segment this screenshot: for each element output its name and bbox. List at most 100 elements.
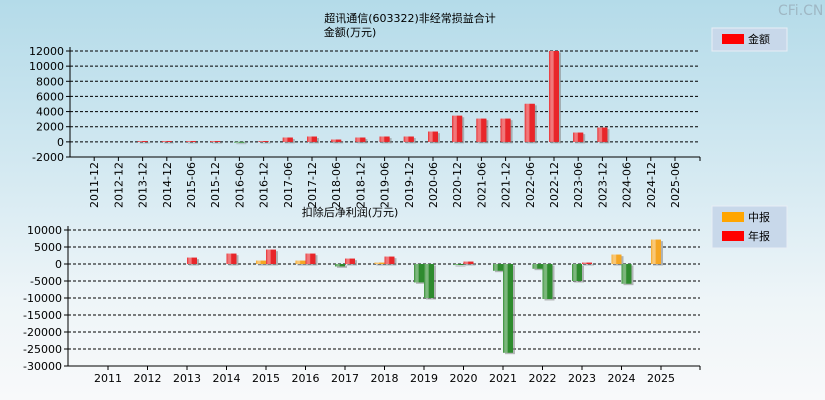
x-tick-label: 2024-06 (621, 162, 634, 208)
x-tick-label: 2023-06 (572, 162, 585, 208)
x-tick-label: 2011 (94, 372, 122, 385)
x-tick-label: 2012 (134, 372, 162, 385)
bar-中报-2016-shine (295, 260, 306, 264)
legend-label: 年报 (748, 229, 770, 243)
bar-金额-2013-12-shine (137, 141, 148, 142)
bar-金额-2023-06-shine (573, 132, 584, 142)
bar-中报-2024-shine (611, 254, 622, 264)
bar-金额-2022-06-shine (524, 103, 535, 142)
bar-年报-2014-shine (226, 253, 237, 264)
bar-金额-2015-12-shine (210, 141, 221, 142)
bar-年报-2023-shadow (584, 264, 594, 266)
y-tick-label: -5000 (30, 275, 62, 288)
bar-金额-2014-12-shine (161, 141, 172, 142)
legend-swatch (722, 34, 744, 44)
x-tick-label: 2017-06 (282, 162, 295, 208)
legend-swatch (722, 212, 744, 222)
bar-中报-2018-shine (374, 262, 385, 264)
bar-年报-2015-shine (266, 249, 276, 264)
y-tick-label: -10000 (23, 292, 62, 305)
x-tick-label: 2023-12 (596, 162, 609, 208)
x-tick-label: 2015 (252, 372, 280, 385)
y-tick-label: 0 (55, 258, 62, 271)
x-tick-label: 2011-12 (88, 162, 101, 208)
x-tick-label: 2016-12 (258, 162, 271, 208)
bar-年报-2017-shine (345, 258, 355, 264)
bar-年报-2018-shine (384, 256, 395, 264)
y-tick-label: 10000 (27, 224, 62, 237)
bar-金额-2015-06-shadow (188, 142, 198, 144)
x-tick-label: 2025-06 (669, 162, 682, 208)
x-tick-label: 2020-06 (427, 162, 440, 208)
x-tick-label: 2021 (489, 372, 517, 385)
bottom-chart-title: 扣除后净利润(万元) (302, 205, 399, 219)
top-chart-title: 超讯通信(603322)非经常损益合计 (324, 11, 496, 25)
bar-年报-2013-shine (187, 257, 197, 264)
bar-年报-2024-shine (621, 264, 632, 284)
x-tick-label: 2019 (410, 372, 438, 385)
bar-年报-2019-shine (424, 264, 434, 298)
y-tick-label: 0 (57, 136, 64, 149)
y-tick-label: 6000 (36, 90, 64, 103)
x-tick-label: 2025 (647, 372, 675, 385)
x-tick-label: 2024 (608, 372, 636, 385)
bar-年报-2020-shine (463, 261, 474, 264)
x-tick-label: 2023 (568, 372, 596, 385)
bar-金额-2021-06-shine (476, 118, 487, 142)
x-tick-label: 2018-12 (354, 162, 367, 208)
watermark: CFi.CN (778, 3, 823, 19)
bar-金额-2019-06-shine (379, 136, 390, 142)
bar-中报-2021-shine (493, 264, 503, 271)
bar-年报-2020-shadow (465, 263, 476, 266)
x-tick-label: 2012-12 (112, 162, 125, 208)
bar-中报-2020-shadow (455, 265, 466, 267)
x-tick-label: 2021-12 (500, 162, 513, 208)
legend-box-0 (711, 27, 788, 52)
bar-金额-2022-12-shine (549, 51, 559, 142)
x-tick-label: 2013 (173, 372, 201, 385)
x-tick-label: 2016-06 (233, 162, 246, 208)
y-tick-label: -15000 (23, 309, 62, 322)
top-chart-subtitle: 金额(万元) (324, 25, 377, 39)
x-tick-label: 2022 (529, 372, 557, 385)
bar-金额-2015-12-shadow (212, 142, 223, 144)
bar-金额-2016-06-shine (234, 141, 245, 143)
bar-金额-2016-12-shine (258, 141, 269, 142)
bar-中报-2018-shadow (376, 264, 387, 266)
x-tick-label: 2018-06 (330, 162, 343, 208)
x-tick-label: 2020 (450, 372, 478, 385)
bar-年报-2023-shine (582, 262, 592, 264)
bar-金额-2019-12-shine (403, 136, 414, 142)
bar-中报-2020-shine (453, 264, 464, 266)
legend-label: 金额 (748, 32, 770, 46)
bar-金额-2023-12-shine (597, 127, 608, 142)
bar-金额-2016-06-shadow (236, 143, 247, 145)
x-tick-label: 2020-12 (451, 162, 464, 208)
x-tick-label: 2014-12 (161, 162, 174, 208)
legend-swatch (722, 231, 744, 241)
bar-年报-2016-shine (305, 253, 316, 264)
y-tick-label: 5000 (34, 241, 62, 254)
x-tick-label: 2019-12 (403, 162, 416, 208)
x-tick-label: 2014 (213, 372, 241, 385)
bar-中报-2017-shine (335, 264, 345, 267)
bar-金额-2016-12-shadow (260, 142, 271, 144)
y-tick-label: 2000 (36, 121, 64, 134)
x-tick-label: 2022-12 (548, 162, 561, 208)
bar-金额-2020-12-shine (452, 115, 463, 142)
bar-金额-2018-12-shine (355, 137, 366, 142)
x-tick-label: 2015-12 (209, 162, 222, 208)
legend-label: 中报 (748, 210, 770, 224)
bar-金额-2014-12-shadow (163, 142, 174, 144)
x-tick-label: 2019-06 (379, 162, 392, 208)
y-tick-label: 4000 (36, 106, 64, 119)
bar-金额-2018-06-shadow (333, 141, 344, 144)
bar-金额-2015-06-shine (186, 141, 196, 142)
bar-金额-2020-06-shine (428, 131, 438, 142)
x-tick-label: 2022-06 (524, 162, 537, 208)
bar-中报-2017-shadow (337, 265, 347, 268)
bar-中报-2025-shine (651, 239, 661, 264)
y-tick-label: 12000 (29, 45, 64, 58)
bar-中报-2022-shine (532, 264, 543, 269)
